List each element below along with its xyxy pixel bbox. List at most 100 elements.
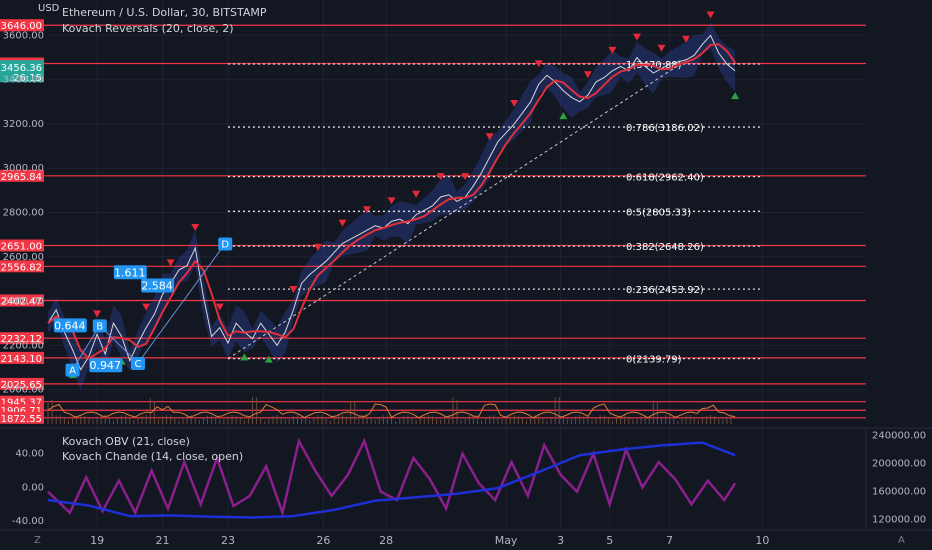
osc-right-tick: 240000.00 <box>872 431 926 442</box>
pattern-point-tag <box>130 357 145 371</box>
level-label: 1945.37 <box>1 398 42 409</box>
level-tag <box>0 260 44 273</box>
osc-right-tick: 200000.00 <box>872 459 926 470</box>
level-label: 2402.47 <box>1 296 42 307</box>
level-tag <box>0 294 44 307</box>
volume-line <box>47 403 736 419</box>
osc-left-tick: 0.00 <box>22 482 44 493</box>
level-label: 2556.82 <box>1 262 42 273</box>
y-tick-label: 2200.00 <box>3 340 44 351</box>
pattern-point-label: A <box>69 366 76 377</box>
y-tick-label: 3200.00 <box>3 119 44 130</box>
x-tick-label: 21 <box>156 534 170 547</box>
x-tick-label: 19 <box>90 534 104 547</box>
x-tick-label: 7 <box>666 534 673 547</box>
x-tick-label: 23 <box>221 534 235 547</box>
y-tick-label: 3000.00 <box>3 163 44 174</box>
down-arrow <box>608 46 617 54</box>
pattern-ratio-label: 2.584 <box>141 280 173 293</box>
level-tag <box>0 169 44 182</box>
fib-label: 0.5(2805.33) <box>626 207 691 218</box>
x-tick-label: 10 <box>755 534 769 547</box>
level-label: 2143.10 <box>1 354 42 365</box>
level-label: 2232.12 <box>1 334 42 345</box>
down-arrow <box>142 303 151 311</box>
oscillator-panel <box>47 437 737 519</box>
y-tick-label: 3600.00 <box>3 30 44 41</box>
price-series <box>47 34 736 371</box>
down-arrow <box>289 285 298 293</box>
pattern-ratio-label: 0.947 <box>90 359 122 372</box>
down-arrow <box>682 35 691 43</box>
level-tag <box>0 332 44 345</box>
down-arrow <box>461 173 470 181</box>
x-tick-label: May <box>495 534 518 547</box>
down-arrow <box>215 303 224 311</box>
osc-left-tick: 40.00 <box>15 449 44 460</box>
chart-title: Ethereum / U.S. Dollar, 30, BITSTAMP <box>62 6 267 19</box>
pattern-ratio-label: 0.644 <box>54 319 86 332</box>
indicator-reversals-label[interactable]: Kovach Reversals (20, close, 2) <box>62 22 234 35</box>
obv-line <box>47 441 736 519</box>
level-label: 3646.00 <box>1 21 42 32</box>
down-arrow <box>657 44 666 52</box>
down-arrow <box>706 11 715 19</box>
down-arrow <box>632 33 641 41</box>
currency-label: USD <box>38 3 60 14</box>
indicator-chande-label[interactable]: Kovach Chande (14, close, open) <box>62 450 244 463</box>
band-area <box>48 22 736 391</box>
down-arrow <box>191 223 200 231</box>
pattern-point-label: D <box>221 239 229 250</box>
y-tick-label: 2600.00 <box>3 252 44 263</box>
bottom-left-letter[interactable]: Z <box>34 535 41 546</box>
down-arrow <box>387 197 396 205</box>
up-arrow <box>559 112 568 120</box>
x-tick-label: 28 <box>379 534 393 547</box>
down-arrow <box>166 259 175 267</box>
pattern-point-tag <box>92 319 107 333</box>
reversal-arrows <box>68 11 740 379</box>
pattern-ratio-tag <box>89 358 123 373</box>
y-tick-label: 3400.00 <box>3 75 44 86</box>
level-label: 2651.00 <box>1 241 42 252</box>
fib-label: 0.382(2648.26) <box>626 242 704 253</box>
down-arrow <box>93 310 102 318</box>
pattern-point-label: C <box>134 359 141 370</box>
level-tag <box>0 351 44 364</box>
indicator-obv-label[interactable]: Kovach OBV (21, close) <box>62 435 190 448</box>
pattern-point-tag <box>65 363 80 377</box>
down-arrow <box>534 60 543 68</box>
x-tick-label: 26 <box>316 534 330 547</box>
y-tick-label: 2000.00 <box>3 385 44 396</box>
bottom-right-letter[interactable]: A <box>898 535 905 546</box>
pattern-ratio-tag <box>113 265 147 280</box>
moving-average-line <box>47 43 736 360</box>
down-arrow <box>436 173 445 181</box>
fib-trend-line <box>227 63 681 360</box>
up-arrow <box>731 92 740 100</box>
fib-label: 0(2139.79) <box>626 355 682 366</box>
pattern-point-tag <box>218 237 233 251</box>
countdown-label: 26:15 <box>13 73 42 84</box>
pattern-line <box>72 243 226 370</box>
level-label: 2965.84 <box>1 172 42 183</box>
down-arrow <box>363 206 372 214</box>
level-label: 1872.55 <box>1 414 42 425</box>
fib-label: 0.236(2453.92) <box>626 285 704 296</box>
y-tick-label: 2800.00 <box>3 208 44 219</box>
volume-panel <box>47 397 736 424</box>
pattern-ratio-tag <box>141 278 175 293</box>
pattern-ratio-tag <box>53 318 87 333</box>
level-tag <box>0 239 44 252</box>
y-tick-label: 2400.00 <box>3 296 44 307</box>
level-label: 1906.71 <box>1 406 42 417</box>
osc-left-tick: -40.00 <box>12 516 44 527</box>
down-arrow <box>313 243 322 251</box>
x-tick-label: 5 <box>606 534 613 547</box>
up-arrow <box>240 353 249 361</box>
bollinger-band <box>48 22 736 391</box>
level-tag <box>0 377 44 390</box>
